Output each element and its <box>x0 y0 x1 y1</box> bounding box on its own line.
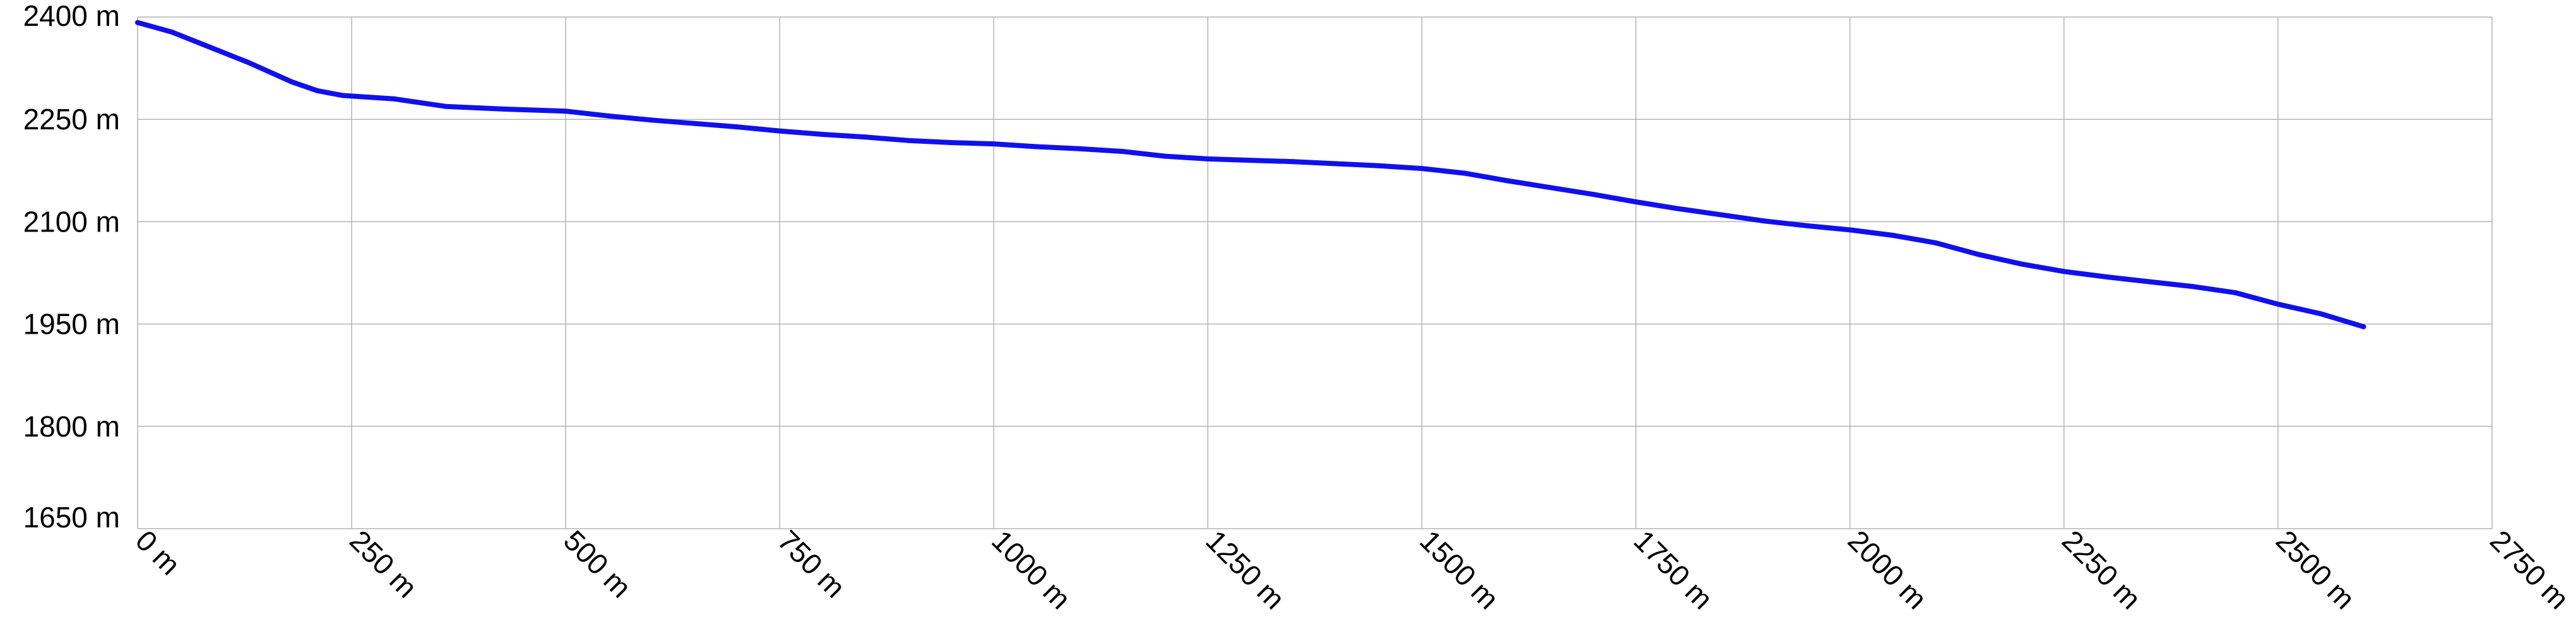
elevation-point <box>2361 324 2366 329</box>
x-tick-label: 2500 m <box>2270 524 2361 615</box>
elevation-point <box>1548 185 1553 191</box>
y-tick-label: 2100 m <box>23 205 120 238</box>
elevation-point <box>2147 279 2152 285</box>
elevation-point <box>443 103 449 109</box>
elevation-point <box>2104 274 2110 279</box>
elevation-point <box>1291 159 1297 165</box>
x-tick-label: 750 m <box>771 524 852 604</box>
elevation-point <box>991 141 997 147</box>
elevation-point <box>1719 212 1724 218</box>
elevation-point <box>1933 240 1938 245</box>
x-tick-label: 2000 m <box>1842 524 1933 615</box>
elevation-point <box>1847 227 1853 233</box>
elevation-point <box>1462 170 1468 176</box>
elevation-point <box>1248 158 1254 163</box>
elevation-point <box>169 29 175 35</box>
elevation-point <box>314 88 320 93</box>
elevation-point <box>1590 192 1596 197</box>
x-tick-label: 2250 m <box>2056 524 2147 615</box>
elevation-point <box>862 134 868 140</box>
elevation-point <box>2233 290 2238 295</box>
y-tick-label: 1650 m <box>23 501 120 534</box>
elevation-point <box>691 120 697 126</box>
x-axis-ticks: 0 m 250 m 500 m 750 m 1000 m 1250 m 1500 m 1750… <box>129 524 2575 615</box>
elevation-point <box>1205 156 1211 161</box>
elevation-point <box>2061 269 2067 274</box>
elevation-point <box>2019 261 2024 267</box>
elevation-point <box>734 124 740 130</box>
x-tick-label: 1500 m <box>1413 524 1505 615</box>
elevation-point <box>1376 163 1382 168</box>
y-tick-label: 1800 m <box>23 410 120 443</box>
elevation-point <box>503 107 509 112</box>
elevation-point <box>246 60 252 66</box>
elevation-series-line <box>135 20 2366 329</box>
elevation-point <box>948 140 954 145</box>
plot-area <box>135 20 2366 329</box>
y-tick-label: 1950 m <box>23 308 120 341</box>
elevation-point <box>648 117 654 123</box>
elevation-point <box>1034 144 1040 150</box>
elevation-point <box>820 132 826 137</box>
x-tick-label: 250 m <box>343 524 424 604</box>
elevation-point <box>1077 146 1082 151</box>
elevation-point <box>340 93 346 98</box>
elevation-point <box>1505 178 1511 184</box>
elevation-point <box>1162 153 1168 159</box>
x-tick-label: 500 m <box>557 524 638 604</box>
elevation-point <box>391 96 397 102</box>
elevation-point <box>606 113 611 119</box>
y-tick-label: 2400 m <box>23 0 120 32</box>
elevation-point <box>905 138 911 143</box>
elevation-point <box>2275 302 2281 307</box>
elevation-point <box>1119 149 1125 154</box>
x-tick-label: 1250 m <box>1199 524 1291 615</box>
elevation-point <box>203 43 209 49</box>
elevation-point <box>1676 206 1682 211</box>
elevation-point <box>563 109 569 114</box>
elevation-point <box>2318 311 2324 317</box>
grid <box>137 16 2493 529</box>
y-axis-ticks: 2400 m 2250 m 2100 m 1950 m 1800 m 1650 m <box>23 0 120 534</box>
elevation-point <box>1976 252 1981 257</box>
elevation-point <box>1333 161 1339 167</box>
y-tick-label: 2250 m <box>23 103 120 136</box>
elevation-point <box>1762 218 1767 224</box>
x-tick-label: 2750 m <box>2484 524 2575 615</box>
elevation-point <box>1890 233 1896 238</box>
x-tick-label: 0 m <box>129 524 187 581</box>
elevation-point <box>1419 166 1425 172</box>
elevation-point <box>135 20 140 25</box>
elevation-point <box>289 79 295 85</box>
x-tick-label: 1000 m <box>985 524 1077 615</box>
x-tick-label: 1750 m <box>1628 524 1719 615</box>
elevation-point <box>1633 199 1639 204</box>
elevation-point <box>1804 223 1810 228</box>
elevation-point <box>2190 284 2195 290</box>
elevation-point <box>777 128 783 134</box>
